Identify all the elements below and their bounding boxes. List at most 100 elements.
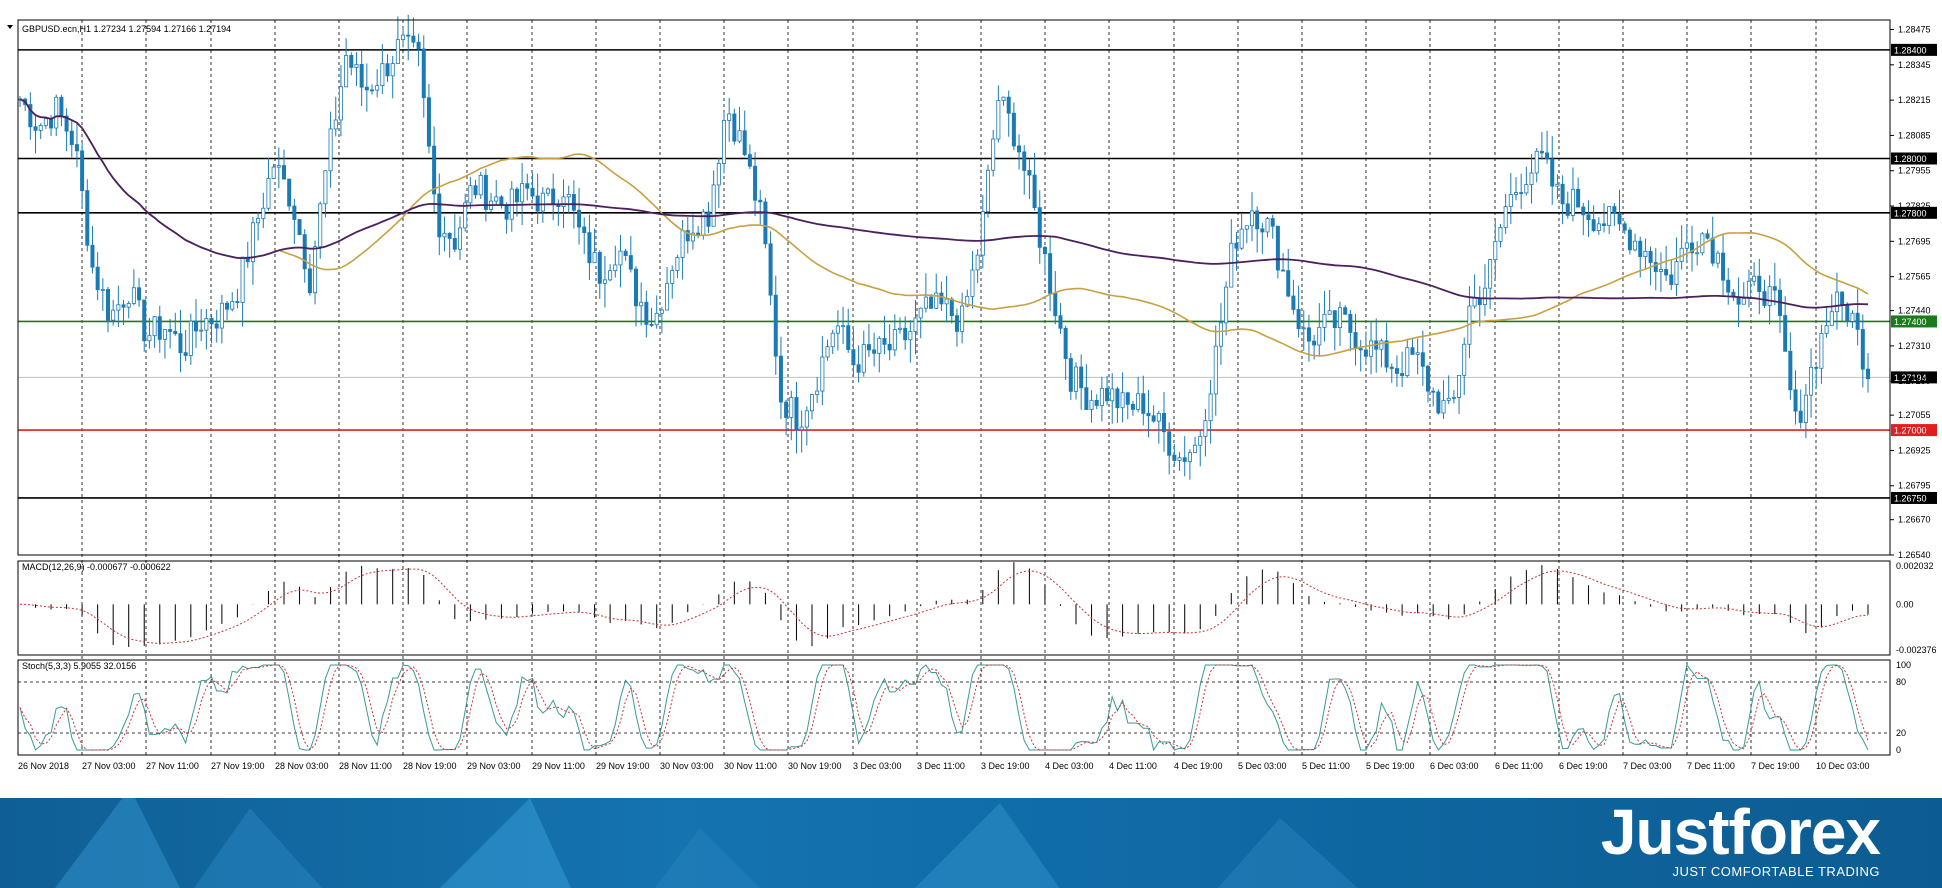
candle-body (1048, 253, 1053, 294)
candle-body (1203, 420, 1208, 437)
decor-shape (900, 803, 1070, 888)
candle-body (1819, 333, 1824, 369)
candle-body (1814, 366, 1819, 369)
time-tick-label: 27 Nov 11:00 (146, 761, 199, 771)
candle-body (1110, 388, 1115, 402)
brand-tagline: JUST COMFORTABLE TRADING (1672, 864, 1880, 879)
price-tick-label: 1.26670 (1898, 515, 1931, 525)
candle-body (468, 185, 473, 204)
candle-body (618, 250, 623, 266)
candle-body (1462, 343, 1467, 376)
candle-body (1042, 246, 1047, 255)
candle-body (1405, 347, 1410, 377)
candle-body (1389, 366, 1394, 369)
price-tick-label: 1.26795 (1898, 481, 1931, 491)
candle-body (95, 266, 100, 291)
candle-body (1855, 312, 1860, 330)
candle-body (28, 104, 33, 128)
price-tick-label: 1.28475 (1898, 25, 1931, 35)
brand-logo-text[interactable]: Justforex (1600, 796, 1881, 868)
chart-canvas: 1.28400 1.28000 1.27800 1.27400 1.27000 1.267… (7, 14, 1937, 771)
candle-body (1824, 325, 1829, 334)
candle-body (623, 250, 628, 256)
candle-body (1793, 389, 1798, 412)
level-price-label: 1.27400 (1894, 317, 1927, 327)
collapse-triangle-icon[interactable] (7, 25, 13, 29)
brand-banner (0, 798, 1942, 888)
candle-body (841, 325, 846, 328)
candle-body (1721, 252, 1726, 281)
candle-body (43, 118, 48, 126)
candle-body (1519, 192, 1524, 194)
time-tick-label: 27 Nov 19:00 (211, 761, 265, 771)
candle-body (908, 331, 913, 341)
candle-body (1658, 269, 1663, 273)
candle-body (525, 183, 530, 189)
candle-body (835, 325, 840, 334)
candle-body (1343, 307, 1348, 315)
candle-body (447, 232, 452, 239)
candle-body (768, 243, 773, 296)
candle-body (1281, 269, 1286, 272)
candle-body (111, 309, 116, 321)
horizontal-levels: 1.28400 1.28000 1.27800 1.27400 1.27000 1.267… (18, 43, 1937, 504)
candle-body (1482, 287, 1487, 306)
candle-body (401, 34, 406, 41)
candle-body (851, 349, 856, 366)
candle-body (1027, 170, 1032, 176)
candle-body (1840, 291, 1845, 306)
candle-body (670, 270, 675, 284)
ma-slow-line (19, 98, 1869, 309)
candle-body (1803, 394, 1808, 423)
candle-body (1400, 373, 1405, 377)
candle-body (1022, 151, 1027, 171)
candle-body (1834, 291, 1839, 313)
candle-body (711, 184, 716, 227)
candle-body (794, 397, 799, 431)
candle-body (1674, 261, 1679, 285)
candle-body (344, 55, 349, 88)
candle-body (1653, 262, 1658, 273)
candle-body (494, 196, 499, 202)
candle-body (1534, 150, 1539, 174)
candle-body (281, 165, 286, 180)
candle-body (1503, 206, 1508, 228)
candle-body (380, 63, 385, 87)
time-tick-label: 6 Dec 11:00 (1495, 761, 1543, 771)
time-tick-label: 10 Dec 03:00 (1816, 761, 1870, 771)
candle-body (566, 194, 571, 198)
price-tick-label: 1.28085 (1898, 130, 1931, 140)
price-tick-label: 1.27825 (1898, 201, 1931, 211)
candle-body (1353, 332, 1358, 349)
candle-body (675, 257, 680, 271)
candle-body (644, 301, 649, 325)
time-tick-label: 28 Nov 19:00 (403, 761, 457, 771)
stochastic-panel: 100 80 20 0 (18, 660, 1911, 755)
candle-body (437, 193, 442, 238)
candle-body (582, 226, 587, 233)
candle-body (85, 190, 90, 246)
time-tick-label: 7 Dec 03:00 (1623, 761, 1672, 771)
candle-body (1260, 228, 1265, 233)
macd-signal-line (19, 568, 1869, 644)
candle-body (1244, 225, 1249, 230)
candle-body (887, 343, 892, 351)
candle-body (38, 125, 43, 131)
candle-body (1068, 358, 1073, 392)
candle-body (1369, 340, 1374, 357)
candle-body (954, 315, 959, 332)
candle-body (1177, 457, 1182, 461)
candle-body (338, 86, 343, 121)
time-tick-label: 30 Nov 03:00 (660, 761, 714, 771)
candle-body (1705, 233, 1710, 239)
candle-body (463, 202, 468, 229)
decor-shape (640, 828, 780, 888)
candle-body (577, 209, 582, 228)
candle-body (1627, 229, 1632, 251)
candle-body (587, 232, 592, 264)
candle-body (923, 296, 928, 309)
candle-body (90, 244, 95, 268)
candle-body (235, 301, 240, 303)
candle-body (1011, 112, 1016, 147)
candle-body (1550, 158, 1555, 187)
